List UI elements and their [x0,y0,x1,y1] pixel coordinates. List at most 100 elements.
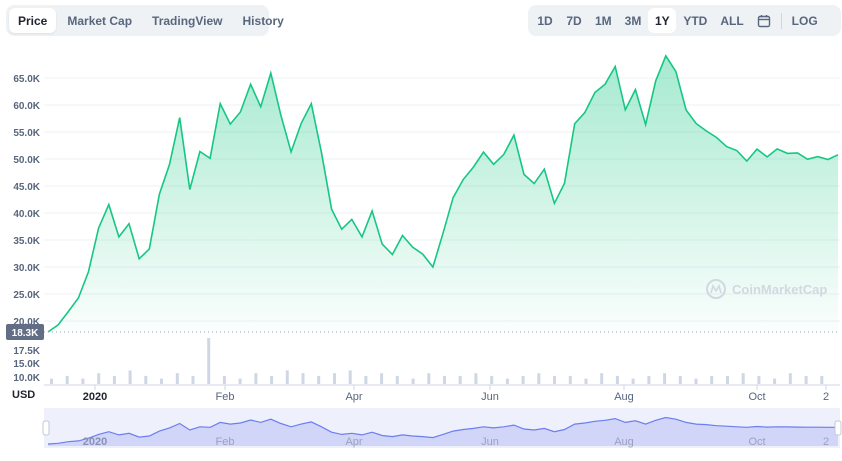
volume-bar [50,378,53,384]
volume-tick-label: 15.0K [13,359,40,370]
x-tick-label: 2 [823,391,829,403]
x-tick-label: Feb [216,391,235,403]
volume-bar [553,375,556,384]
volume-bar [490,375,494,384]
navigator[interactable]: 2020 Feb Apr Jun Aug Oct 2 [42,408,842,448]
volume-bar [631,378,635,384]
volume-bar [647,375,651,384]
volume-tick-label: 10.0K [13,373,40,384]
x-tick-label: Jun [481,391,499,403]
volume-bar [427,373,431,384]
volume-bar [694,378,698,384]
range-1d-button[interactable]: 1D [537,13,553,28]
current-price-text: 18.3K [12,328,39,339]
y-tick-label: 20.0K [13,317,40,328]
y-tick-label: 25.0K [13,290,40,301]
y-tick-label: 40.0K [13,209,40,220]
volume-bar [301,373,305,384]
x-tick-label: Aug [614,391,634,403]
volume-bar [678,375,682,384]
volume-bar [757,375,761,384]
navigator-tick-label: Apr [345,436,362,448]
volume-bar [191,375,195,384]
volume-bar [270,375,274,384]
range-7d-button[interactable]: 7D [566,13,582,28]
time-range-selector: 1D 7D 1M 3M 1Y YTD ALL LOG [528,5,841,36]
navigator-tick-label: Oct [748,436,765,448]
range-3m-button[interactable]: 3M [624,13,642,28]
volume-bar [65,375,69,384]
volume-bar [458,375,462,384]
volume-bar [820,375,824,384]
volume-bar [160,378,163,384]
volume-bar [741,373,745,384]
volume-bar [285,370,289,384]
volume-bar [395,375,399,384]
volume-bar [81,378,85,384]
volume-bar [128,370,132,384]
navigator-area [48,417,838,446]
volume-bar [710,375,714,384]
volume-bar [537,373,541,384]
navigator-ticks: 2020 Feb Apr Jun Aug Oct 2 [83,436,829,448]
navigator-tick-label: 2 [823,436,829,448]
volume-bar [364,375,368,384]
tab-price[interactable]: Price [9,8,57,33]
volume-bar [474,373,478,384]
volume-bar [600,373,604,384]
volume-bar [238,378,242,384]
volume-bar [254,373,258,384]
volume-bar [411,378,415,384]
current-price-badge [6,324,44,340]
volume-bar [144,375,148,384]
range-1m-button[interactable]: 1M [595,13,612,28]
x-tick-label: 2020 [83,391,107,403]
y-axis: 65.0K 60.0K 55.0K 50.0K 45.0K 40.0K 35.0K 30.0K… [13,74,40,384]
y-tick-label: 30.0K [13,263,40,274]
y-tick-label: 50.0K [13,155,40,166]
volume-bar [773,378,777,384]
volume-bars [50,338,824,384]
volume-bar [207,338,211,384]
y-tick-label: 55.0K [13,128,40,139]
volume-bar [726,375,729,384]
price-line [47,54,839,333]
navigator-left-handle[interactable] [42,420,50,436]
chart-type-tabs: Price Market Cap TradingView History [6,5,284,36]
volume-bar [804,375,808,384]
navigator-tick-label: Jun [481,436,499,448]
volume-bar [380,373,384,384]
navigator-right-handle[interactable] [834,420,842,436]
watermark: CoinMarketCap [706,279,827,299]
volume-bar [568,375,572,384]
volume-bar [663,373,667,384]
tab-history[interactable]: History [242,13,284,28]
currency-label: USD [12,389,35,401]
range-1y-button[interactable]: 1Y [648,8,677,33]
volume-bar [97,373,101,384]
y-tick-label: 65.0K [13,74,40,85]
navigator-tick-label: Feb [216,436,235,448]
y-tick-label: 45.0K [13,182,40,193]
calendar-icon[interactable] [751,8,777,33]
volume-bar [521,375,525,384]
volume-bar [443,375,446,384]
x-tick-label: Oct [748,391,765,403]
range-all-button[interactable]: ALL [720,13,744,28]
range-ytd-button[interactable]: YTD [683,13,708,28]
volume-bar [333,373,336,384]
volume-bar [788,373,792,384]
navigator-tick-label: 2020 [83,436,107,448]
x-axis: 2020 Feb Apr Jun Aug Oct 2 [83,385,829,403]
volume-bar [505,378,509,384]
price-area-fill [48,55,838,333]
y-tick-label: 35.0K [13,236,40,247]
volume-bar [348,370,352,384]
y-tick-label: 60.0K [13,101,40,112]
tab-market-cap[interactable]: Market Cap [67,13,133,28]
tab-tradingview[interactable]: TradingView [152,13,223,28]
log-scale-toggle[interactable]: LOG [791,13,818,28]
volume-tick-label: 17.5K [13,346,40,357]
volume-bar [317,375,321,384]
